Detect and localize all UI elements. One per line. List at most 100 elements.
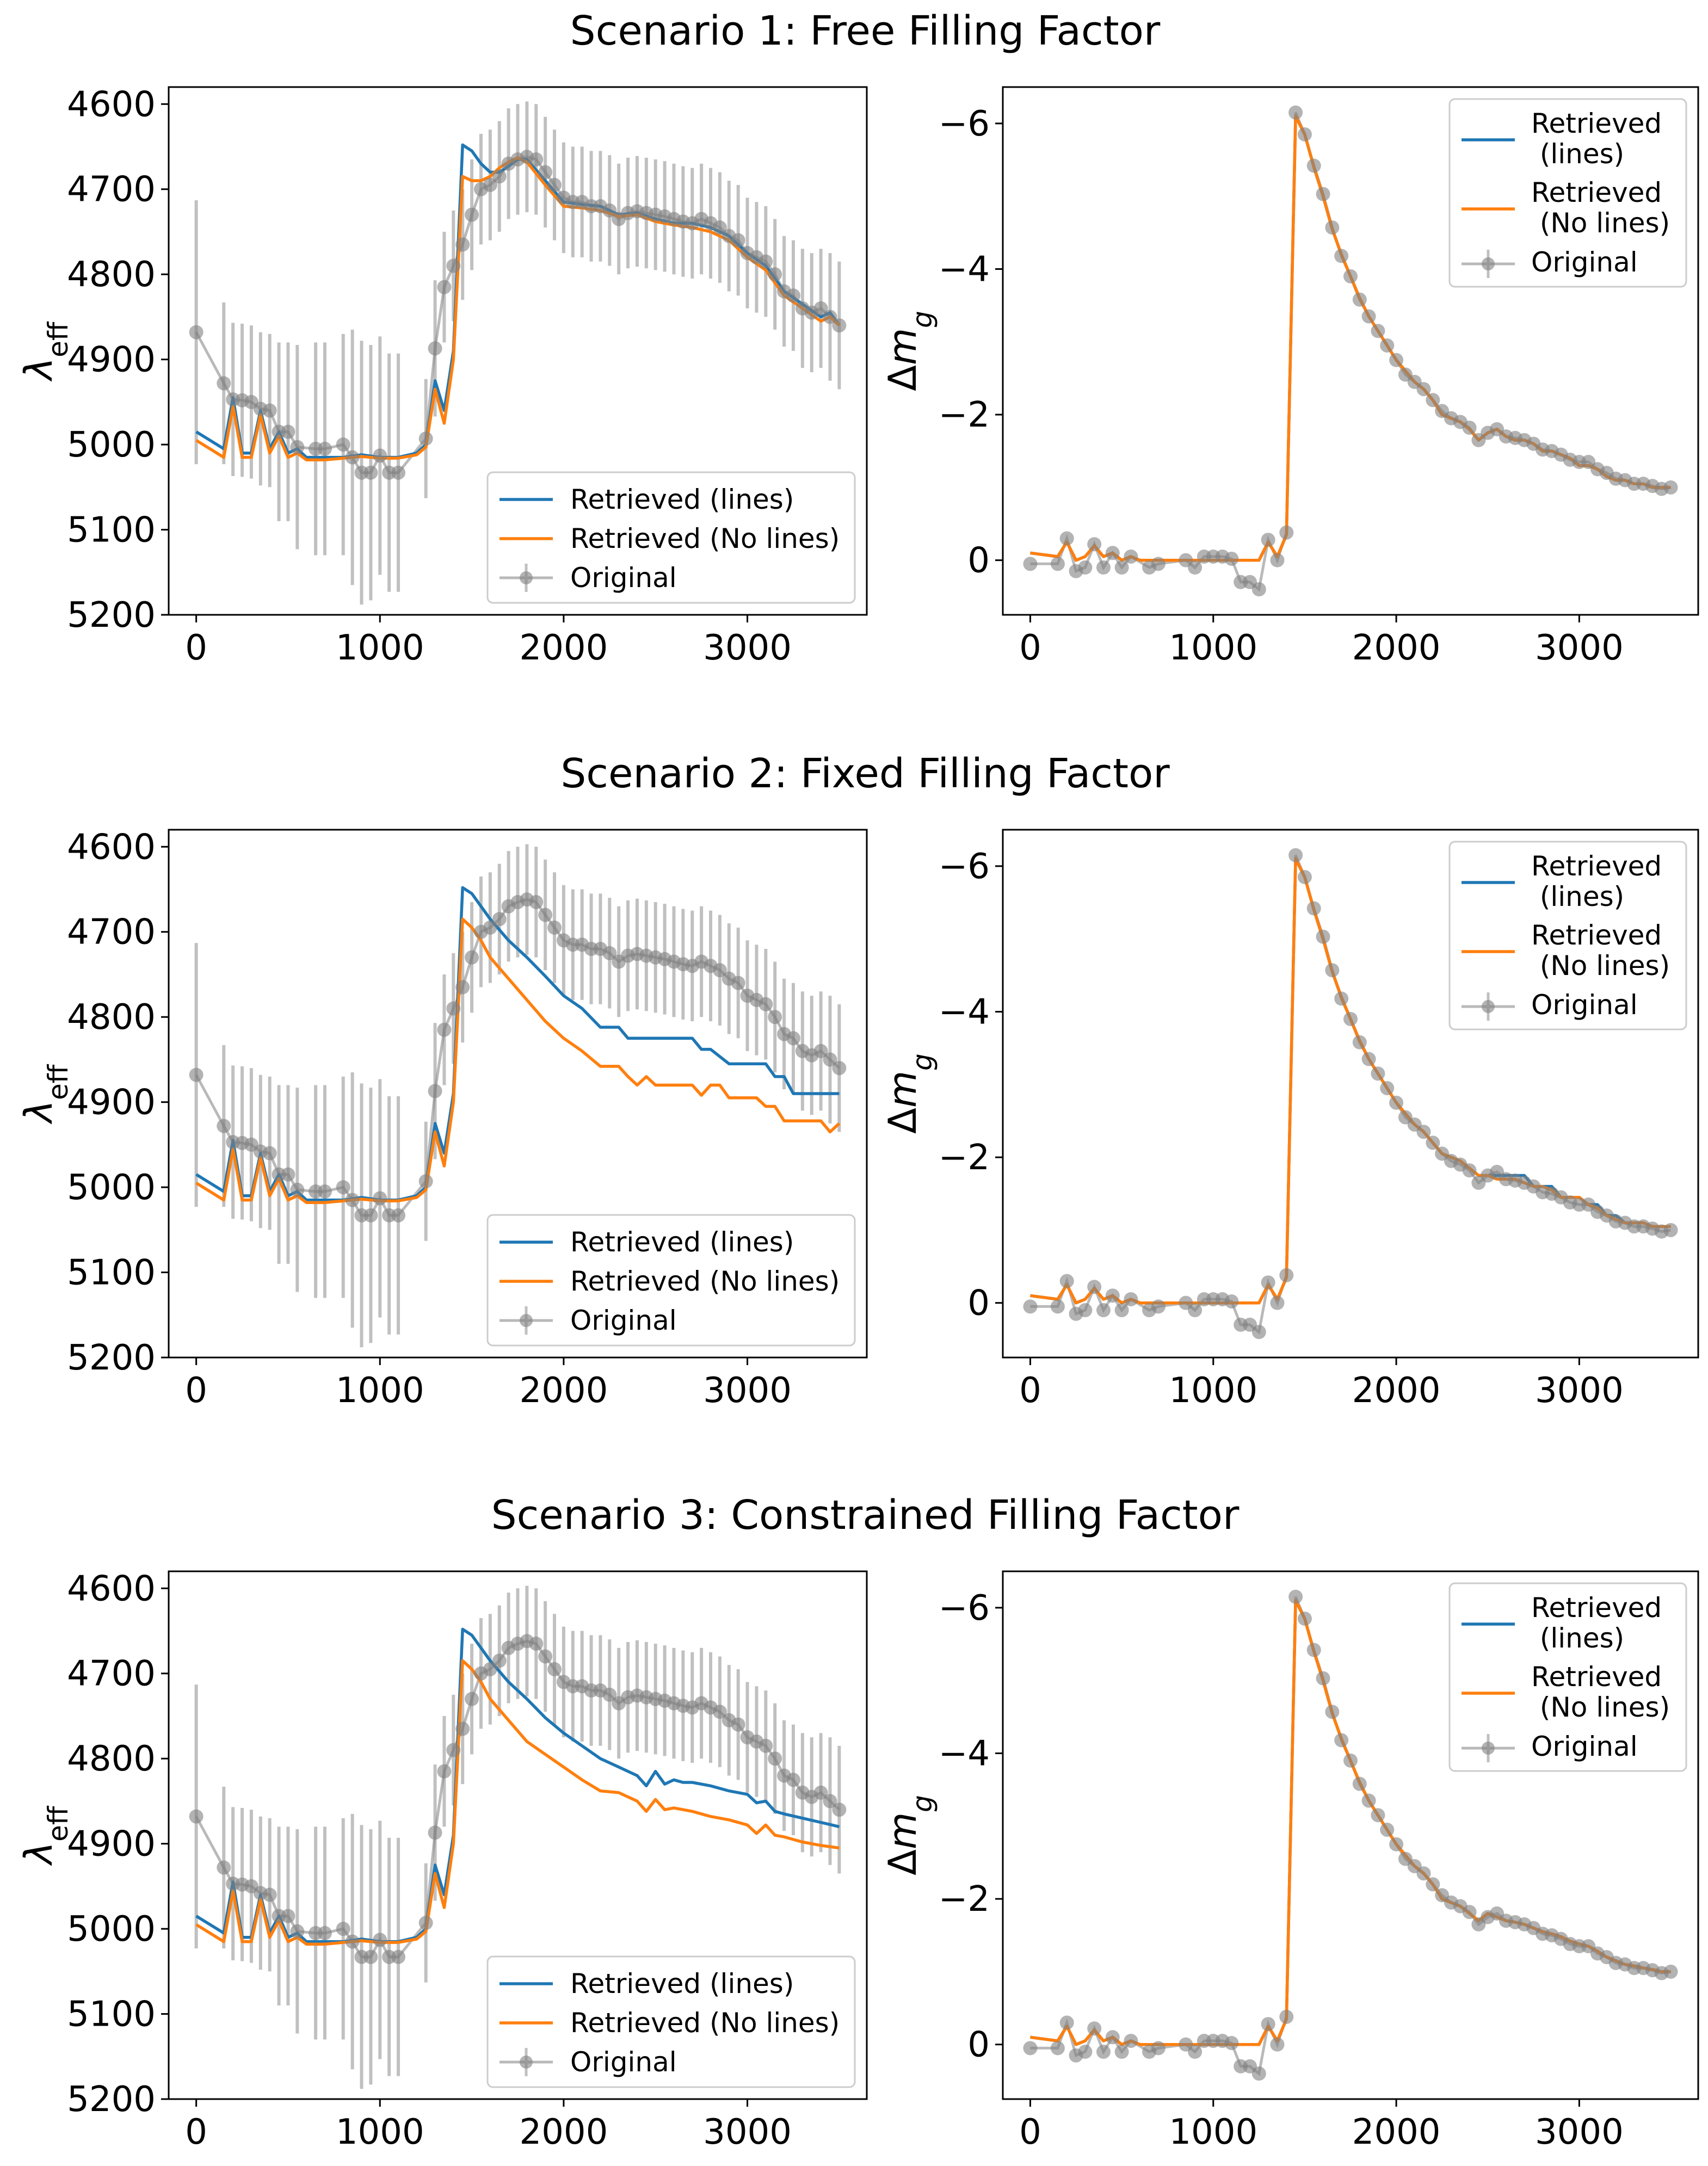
x-tick-label: 2000 [519, 628, 608, 668]
original-point [1188, 1303, 1203, 1318]
original-point [446, 1743, 461, 1757]
original-point [483, 920, 497, 935]
original-point [1416, 382, 1431, 397]
original-point [1371, 1066, 1385, 1081]
plot-frame [1002, 829, 1699, 1359]
legend-box [486, 471, 856, 604]
original-point [1316, 1671, 1330, 1686]
original-point [602, 203, 617, 218]
legend-label-line: Retrieved [1531, 108, 1662, 139]
legend-label: Retrieved (lines) [570, 1226, 794, 1258]
original-point [1261, 1275, 1275, 1290]
original-point [345, 1193, 360, 1207]
y-tick-label: 5000 [67, 425, 156, 465]
original-point [1426, 1136, 1440, 1150]
ylabel-m: m [880, 328, 925, 365]
y-tick-label: 0 [967, 1283, 990, 1324]
original-point [262, 1887, 277, 1902]
legend-label-line: (lines) [1531, 881, 1624, 912]
original-markers [189, 1634, 847, 1964]
y-tick-label: 4600 [67, 827, 156, 867]
original-point [1261, 2017, 1275, 2032]
ylabel-symbol: Δ [880, 1108, 925, 1134]
y-tick-label: 5000 [67, 1909, 156, 1949]
original-point [281, 1167, 295, 1182]
x-tick-label: 0 [185, 628, 207, 668]
original-point [1334, 1733, 1349, 1748]
y-tick-label: 4900 [67, 340, 156, 380]
legend-label-line: (lines) [1531, 1622, 1624, 1654]
original-point [1316, 187, 1330, 201]
legend-handle-marker [520, 2056, 533, 2069]
original-point [1096, 560, 1111, 575]
ylabel-symbol: λ [16, 1100, 61, 1125]
original-point [281, 1909, 295, 1923]
original-point [1426, 1877, 1440, 1892]
legend: Retrieved (lines)Retrieved (No lines)Ori… [1448, 98, 1687, 288]
x-tick-label: 0 [1019, 2112, 1041, 2152]
original-point [1325, 220, 1340, 235]
y-tick-label: 4700 [67, 1654, 156, 1694]
y-axis-ticks: −6 −4 −2 0 [939, 847, 1003, 1324]
legend-label: Retrieved (No lines) [1531, 1661, 1670, 1723]
original-markers [1023, 105, 1678, 597]
y-axis-label: λeff [16, 321, 74, 382]
original-point [189, 325, 204, 340]
x-axis-ticks: 0 1000 2000 3000 [185, 1357, 792, 1411]
original-point [1114, 2045, 1129, 2059]
original-point [1270, 553, 1285, 567]
original-point [602, 1687, 617, 1702]
scenario-1-title: Scenario 1: Free Filling Factor [570, 8, 1161, 54]
original-point [1087, 537, 1102, 552]
original-point [446, 258, 461, 273]
original-point [1426, 393, 1440, 408]
original-point [1105, 1288, 1120, 1303]
original-point [262, 1146, 277, 1161]
y-tick-label: 4800 [67, 997, 156, 1038]
legend-label-line: Retrieved [1531, 850, 1662, 882]
legend-label-line: Retrieved [1531, 920, 1662, 951]
ylabel-subscript: g [907, 1795, 938, 1812]
x-axis-ticks: 0 1000 2000 3000 [185, 2099, 792, 2152]
original-point [1371, 324, 1385, 338]
original-markers [1023, 848, 1678, 1340]
panels: 0 1000 2000 3000 4600 4700 4800 4900 5000 5100 520… [16, 84, 1699, 2152]
original-point [428, 1084, 442, 1099]
legend-label-line: Original [1531, 989, 1638, 1021]
original-point [1325, 963, 1340, 978]
original-point [1251, 582, 1266, 597]
original-point [391, 1208, 406, 1223]
legend-box [1448, 841, 1687, 1030]
original-point [832, 1061, 847, 1076]
original-point [768, 267, 782, 282]
y-tick-label: −2 [939, 1138, 990, 1178]
original-point [418, 1174, 433, 1189]
y-axis-ticks: 4600 4700 4800 4900 5000 5100 5200 [67, 827, 169, 1378]
original-point [731, 976, 745, 990]
original-point [1343, 269, 1358, 283]
original-point [768, 1751, 782, 1766]
original-point [455, 237, 470, 252]
legend-label-line: (lines) [1531, 138, 1624, 170]
original-point [1023, 557, 1038, 571]
original-point [437, 280, 452, 294]
original-markers [189, 150, 847, 480]
scenario-1-title-text: Scenario 1: Free Filling Factor [570, 8, 1161, 54]
panel-3: 0 1000 2000 3000 4600 4700 4800 4900 5000 5100 520… [16, 827, 868, 1411]
original-point [1224, 1294, 1239, 1309]
ylabel-symbol: λ [16, 1842, 61, 1866]
x-tick-label: 0 [185, 1371, 207, 1411]
y-axis-label: Δmg [880, 311, 938, 391]
original-point [1352, 1776, 1367, 1791]
original-point [1462, 1163, 1477, 1178]
x-axis-ticks: 0 1000 2000 3000 [1019, 2099, 1624, 2152]
original-point [1270, 2037, 1285, 2052]
panel-6: 0 1000 2000 3000 −6 −4 −2 0 Δmg Retrieved (lines)… [880, 1570, 1699, 2152]
x-tick-label: 1000 [336, 628, 424, 668]
x-axis-ticks: 0 1000 2000 3000 [185, 615, 792, 668]
original-point [1334, 249, 1349, 263]
original-point [465, 950, 479, 965]
original-point [1124, 2033, 1138, 2048]
y-tick-label: 0 [967, 541, 990, 581]
original-point [1306, 901, 1321, 916]
